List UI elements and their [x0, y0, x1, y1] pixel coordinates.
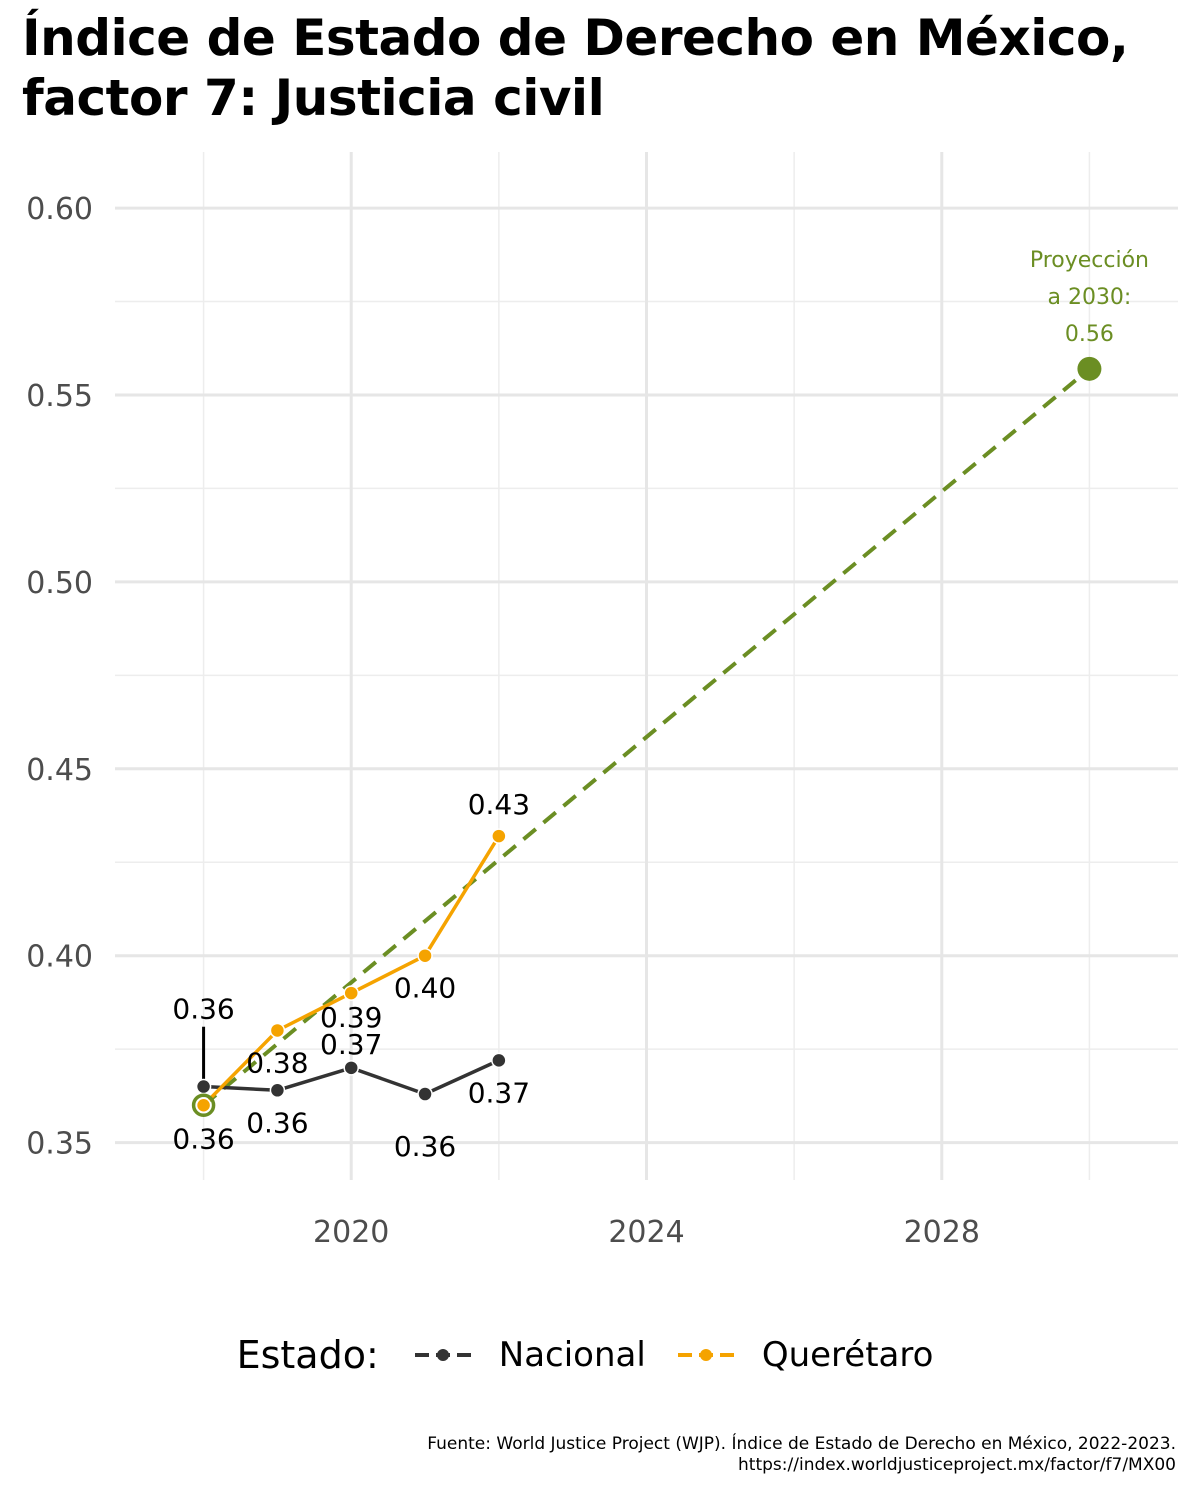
legend-item-nacional: Nacional	[413, 1335, 646, 1375]
data-point-nacional	[195, 1078, 212, 1095]
legend-title: Estado:	[236, 1333, 379, 1377]
y-tick-label: 0.45	[26, 753, 93, 788]
y-tick-label: 0.60	[26, 192, 93, 227]
data-label-nacional: 0.36	[394, 1130, 456, 1163]
line-chart: 0.35 0.40 0.45 0.50 0.55 0.60 2020 2024 2028 Proy…	[26, 152, 1178, 1250]
legend: Estado: Nacional Querétaro	[0, 1330, 1200, 1380]
data-point-queretaro	[417, 947, 433, 964]
projection-annotation: Proyección	[1030, 248, 1149, 273]
legend-label-nacional: Nacional	[498, 1335, 646, 1375]
y-tick-label: 0.35	[26, 1127, 93, 1162]
data-point-nacional	[417, 1086, 433, 1102]
data-point-nacional	[269, 1082, 286, 1099]
data-label-queretaro: 0.38	[246, 1046, 308, 1079]
data-label-nacional: 0.36	[246, 1106, 308, 1139]
data-label-queretaro: 0.39	[320, 1001, 382, 1034]
legend-key-nacional	[414, 1349, 471, 1361]
y-tick-label: 0.50	[26, 566, 93, 601]
data-point-queretaro	[343, 985, 359, 1001]
x-tick-label: 2020	[313, 1215, 389, 1250]
data-label-queretaro: 0.43	[468, 788, 530, 821]
legend-label-queretaro: Querétaro	[761, 1335, 934, 1375]
data-label-nacional: 0.37	[468, 1076, 530, 1109]
chart-title-line-1: Índice de Estado de Derecho en México,	[22, 9, 1129, 67]
data-point-queretaro	[491, 828, 507, 844]
data-label-nacional: 0.37	[320, 1028, 382, 1061]
projection-line	[202, 367, 1091, 1107]
caption-url: https://index.worldjusticeproject.mx/fac…	[738, 1455, 1176, 1475]
y-tick-label: 0.55	[26, 379, 93, 414]
data-label-nacional: 0.36	[172, 1123, 234, 1156]
projection-start-marker	[191, 1093, 216, 1117]
x-tick-label: 2028	[904, 1215, 980, 1250]
y-tick-label: 0.40	[26, 940, 93, 975]
x-tick-label: 2024	[608, 1215, 684, 1250]
legend-item-queretaro: Querétaro	[676, 1335, 934, 1375]
data-point-queretaro	[195, 1097, 212, 1113]
caption-source: Fuente: World Justice Project (WJP). Índ…	[427, 1434, 1176, 1454]
data-point-nacional	[343, 1060, 359, 1076]
legend-key-queretaro	[677, 1349, 734, 1361]
data-label-queretaro-2018: 0.36	[172, 993, 234, 1026]
projection-annotation: a 2030:	[1047, 285, 1131, 310]
data-label-queretaro: 0.40	[394, 972, 456, 1005]
data-point-nacional	[491, 1052, 507, 1069]
chart-title: Índice de Estado de Derecho en México, f…	[22, 8, 1182, 128]
projection-annotation: 0.56	[1065, 322, 1114, 347]
data-point-queretaro	[269, 1022, 286, 1039]
source-caption: Fuente: World Justice Project (WJP). Índ…	[427, 1434, 1176, 1476]
projection-end-point	[1077, 356, 1102, 381]
chart-title-line-2: factor 7: Justicia civil	[22, 69, 605, 127]
